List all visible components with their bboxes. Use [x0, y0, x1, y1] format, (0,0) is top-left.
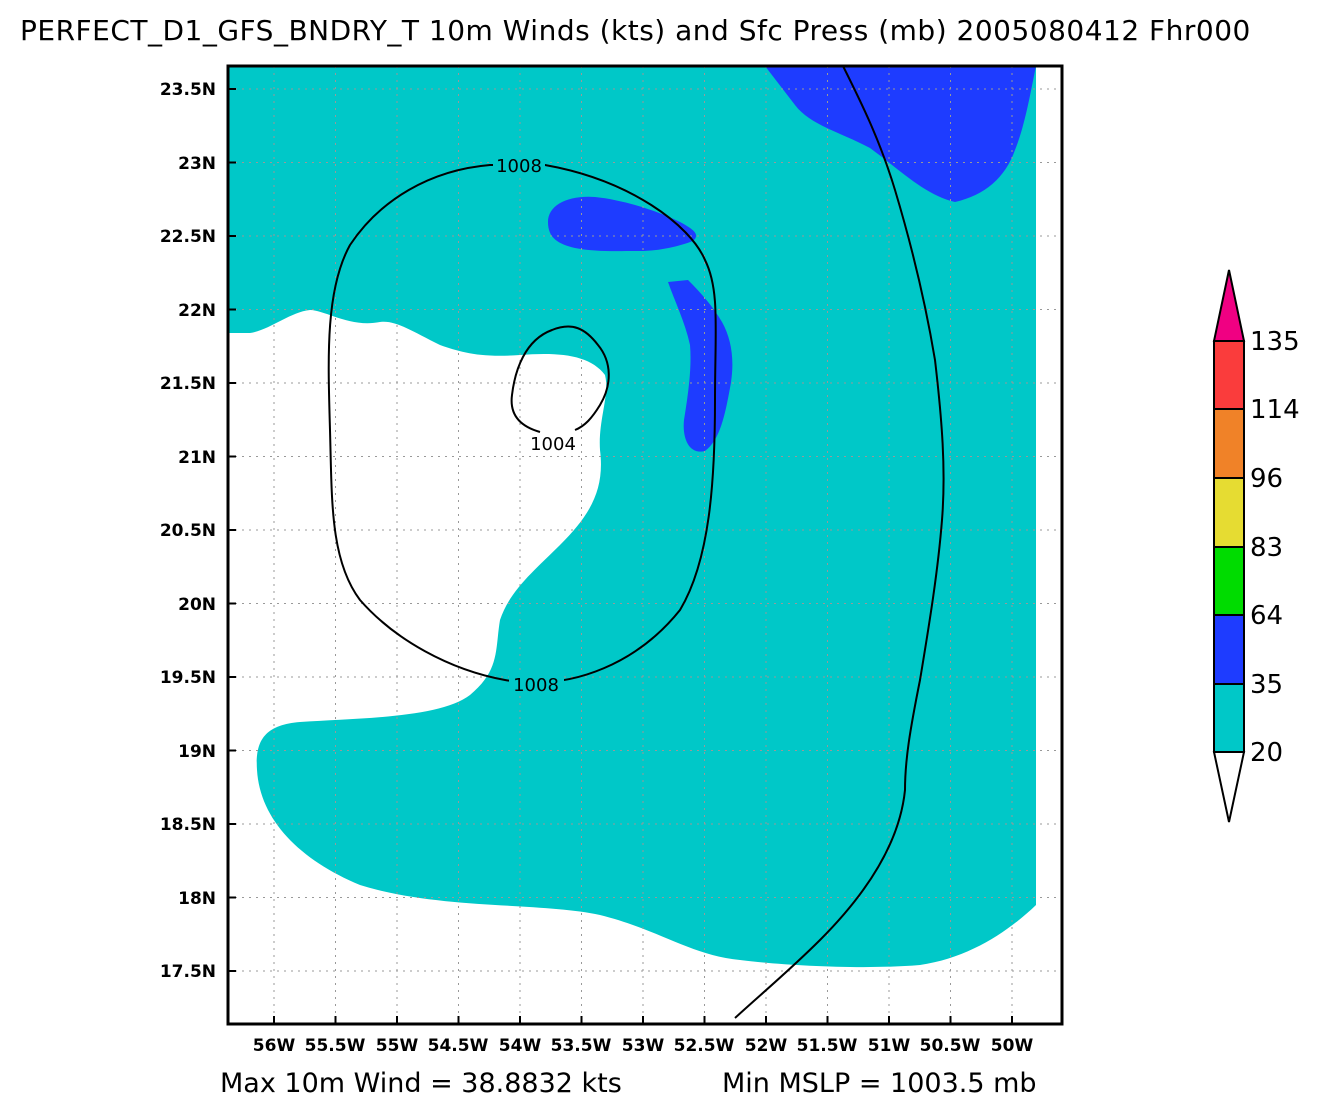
- lon-label: 51W: [868, 1036, 911, 1056]
- colorbar-label: 114: [1250, 395, 1300, 425]
- contour-label-1008-north: 1008: [496, 156, 542, 177]
- isobar-1012: [734, 66, 945, 1019]
- lat-label: 22N: [178, 301, 216, 321]
- lat-labels: 23.5N 23N 22.5N 22N 21.5N 21N 20.5N 20N …: [160, 80, 216, 982]
- colorbar-label: 35: [1250, 670, 1283, 700]
- lat-label: 21N: [178, 448, 216, 468]
- lon-label: 53W: [622, 1036, 665, 1056]
- lon-label: 54.5W: [428, 1036, 489, 1056]
- lon-labels: 56W 55.5W 55W 54.5W 54W 53.5W 53W 52.5W …: [253, 1036, 1034, 1056]
- lon-label: 56W: [253, 1036, 296, 1056]
- contour-label-1004: 1004: [530, 434, 576, 455]
- wind-20-35-shading: [228, 66, 1036, 968]
- colorbar-label: 20: [1250, 738, 1283, 768]
- colorbar-bin-35-64: [1213, 614, 1245, 685]
- lat-label: 17.5N: [160, 962, 216, 982]
- lon-label: 53.5W: [551, 1036, 612, 1056]
- lon-label: 54W: [499, 1036, 542, 1056]
- wind-35-64-shading-ne: [765, 66, 1036, 202]
- lat-label: 19.5N: [160, 668, 216, 688]
- lat-label: 19N: [178, 742, 216, 762]
- contour-labels: 1008 1004 1008: [493, 154, 581, 696]
- lat-label: 20N: [178, 595, 216, 615]
- colorbar-bin-64-83: [1213, 546, 1245, 616]
- colorbar-label: 96: [1250, 464, 1283, 494]
- axis-ticks: [228, 88, 1013, 1024]
- lon-label: 55.5W: [305, 1036, 366, 1056]
- lat-label: 22.5N: [160, 227, 216, 247]
- lat-label: 23N: [178, 154, 216, 174]
- page-title: PERFECT_D1_GFS_BNDRY_T 10m Winds (kts) a…: [20, 14, 1251, 47]
- plot-frame: [226, 64, 1064, 1026]
- colorbar-label: 64: [1250, 601, 1283, 631]
- contour-label-1008-south: 1008: [513, 675, 559, 696]
- lat-label: 18N: [178, 889, 216, 909]
- lat-label: 18.5N: [160, 815, 216, 835]
- lon-label: 52W: [745, 1036, 788, 1056]
- lat-label: 23.5N: [160, 80, 216, 100]
- min-mslp-text: Min MSLP = 1003.5 mb: [722, 1068, 1037, 1099]
- lon-label: 50W: [991, 1036, 1034, 1056]
- grid-lines: [228, 66, 1062, 1024]
- colorbar-bin-83-96: [1213, 477, 1245, 548]
- colorbar-bin-114-135: [1213, 340, 1245, 410]
- max-wind-text: Max 10m Wind = 38.8832 kts: [220, 1068, 622, 1099]
- colorbar-high-triangle: [1212, 269, 1246, 342]
- colorbar-bin-20-35: [1213, 683, 1245, 753]
- lon-label: 50.5W: [920, 1036, 981, 1056]
- lat-label: 21.5N: [160, 374, 216, 394]
- colorbar-label: 135: [1250, 327, 1300, 357]
- lon-label: 55W: [376, 1036, 419, 1056]
- wind-35-64-shading-north: [548, 196, 697, 252]
- color-bar: 20 35 64 83 96 114 135: [1212, 269, 1300, 823]
- isobar-1008: [327, 164, 717, 684]
- lon-label: 52.5W: [674, 1036, 735, 1056]
- lat-label: 20.5N: [160, 521, 216, 541]
- colorbar-low-triangle: [1212, 751, 1246, 823]
- lon-label: 51.5W: [797, 1036, 858, 1056]
- colorbar-label: 83: [1250, 533, 1283, 563]
- isobar-1004: [510, 325, 610, 433]
- colorbar-bin-96-114: [1213, 408, 1245, 479]
